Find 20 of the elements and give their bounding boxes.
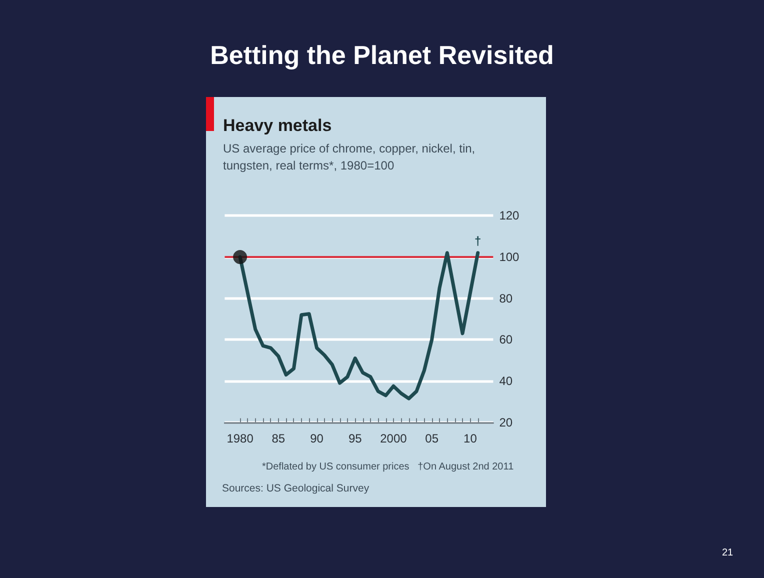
text: Betting the Planet Revisited [210, 40, 554, 70]
source-note: Sources: US Geological Survey [222, 482, 370, 494]
x-tick-label: 1980 [226, 431, 254, 446]
x-tick-label: 85 [272, 431, 286, 446]
y-tick-label: 20 [499, 415, 513, 430]
y-tick-label: 120 [499, 208, 520, 223]
y-tick-label: 40 [499, 374, 513, 388]
x-tick-label: 90 [310, 431, 324, 446]
y-tick-label: 100 [499, 250, 520, 264]
chart-subtitle: US average price of chrome, copper, nickel, tin, tungsten, real terms*, 1980=100 [223, 142, 478, 172]
annotation: † [474, 234, 482, 248]
x-tick-label: 95 [348, 431, 362, 446]
x-tick-label: 05 [425, 431, 439, 446]
chart-title: Heavy metals [223, 116, 332, 135]
y-tick-label: 60 [499, 332, 513, 347]
x-tick-label: 2000 [380, 431, 408, 446]
x-tick-label: 10 [464, 431, 478, 446]
text: *Deflated by US consumer prices †On August 2nd 2011 [262, 462, 514, 472]
y-tick-label: 80 [499, 291, 513, 306]
text: 21 [722, 548, 734, 558]
